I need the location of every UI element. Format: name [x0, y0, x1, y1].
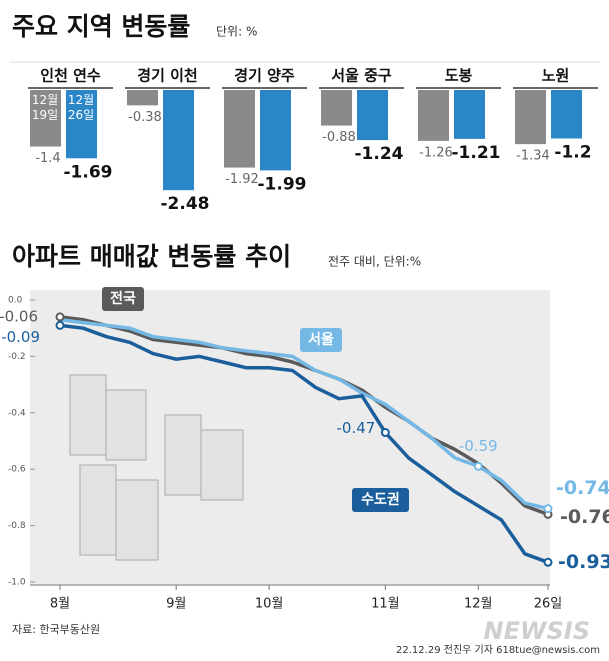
line-series: [59, 317, 549, 511]
series-name-box: [102, 287, 144, 311]
bar: [66, 90, 97, 159]
buildings: [69, 374, 244, 561]
line-chart-title: 아파트 매매값 변동률 추이: [12, 242, 291, 271]
value-label: -0.93: [558, 551, 609, 573]
bar-value-label: -1.34: [516, 149, 550, 164]
bar-value-label: -1.92: [225, 172, 259, 187]
point-marker: [473, 461, 483, 471]
x-tick-label: 12월: [464, 597, 493, 612]
bar: [127, 90, 158, 106]
x-tick-label: 9월: [166, 597, 186, 612]
value-label: -0.74: [556, 477, 609, 499]
bar: [454, 90, 485, 139]
value-label: -0.09: [1, 328, 40, 346]
y-tick-label: -0.6: [8, 465, 26, 475]
x-tick-label: 11월: [371, 597, 400, 612]
bar-value-label: -1.69: [64, 162, 113, 182]
bar-value-label: -1.24: [355, 144, 404, 164]
series-name: 서울: [308, 331, 334, 348]
y-tick-label: -0.2: [8, 352, 26, 362]
value-label: -0.59: [459, 437, 498, 455]
watermark: NEWSIS: [484, 617, 590, 645]
x-tick-label: 10월: [255, 597, 284, 612]
bar: [30, 90, 61, 147]
value-label: -0.06: [0, 307, 38, 325]
point-marker: [380, 428, 390, 438]
bar-value-label: -0.88: [322, 130, 356, 145]
legend-label: 12월 19일: [31, 93, 59, 122]
bar-chart-unit: 단위: %: [216, 25, 257, 39]
series-name: 수도권: [361, 492, 400, 508]
region-label: 도봉: [445, 67, 473, 85]
bar-value-label: -2.48: [161, 194, 210, 214]
bar: [551, 90, 582, 139]
bar: [163, 90, 194, 191]
y-tick-label: -0.8: [8, 521, 26, 531]
region-label: 서울 중구: [331, 67, 392, 85]
legend-label: 12월 26일: [67, 93, 95, 122]
region-label: 경기 이천: [137, 67, 197, 85]
bar: [224, 90, 255, 168]
value-label: -0.47: [337, 419, 376, 437]
source: 자료: 한국부동산원: [12, 623, 100, 636]
series-name: 전국: [110, 290, 136, 307]
bar: [515, 90, 546, 145]
y-tick-label: -1.0: [8, 578, 26, 588]
bar: [357, 90, 388, 141]
bar-value-label: -1.4: [35, 151, 60, 166]
line-series: [59, 315, 549, 516]
credit: 22.12.29 전진우 기자 618tue@newsis.com: [396, 644, 600, 656]
series-name-box: [352, 488, 409, 512]
region-label: 경기 양주: [234, 67, 295, 85]
series-name-box: [300, 328, 342, 352]
line-series: [59, 323, 549, 564]
x-tick-label: 8월: [50, 597, 70, 612]
bar-chart-title: 주요 지역 변동률: [12, 12, 190, 41]
y-tick-label: -0.4: [8, 408, 26, 418]
y-tick-label: 0.0: [8, 296, 23, 306]
x-tick-label: 26일: [534, 597, 563, 612]
point-marker: [55, 312, 65, 322]
bar: [321, 90, 352, 126]
value-label: -0.76: [560, 506, 609, 528]
bar-value-label: -1.21: [452, 143, 501, 163]
line-chart-unit: 전주 대비, 단위:%: [328, 255, 421, 269]
point-marker: [543, 557, 553, 567]
bar-value-label: -1.99: [258, 174, 307, 194]
bar-value-label: -1.2: [554, 142, 591, 162]
region-label: 인천 연수: [40, 67, 101, 85]
point-marker: [55, 320, 65, 330]
region-label: 노원: [542, 67, 570, 85]
bar-value-label: -1.26: [419, 145, 453, 160]
bar: [418, 90, 449, 141]
point-marker: [543, 504, 553, 514]
bar: [260, 90, 291, 171]
bar-value-label: -0.38: [128, 110, 162, 125]
